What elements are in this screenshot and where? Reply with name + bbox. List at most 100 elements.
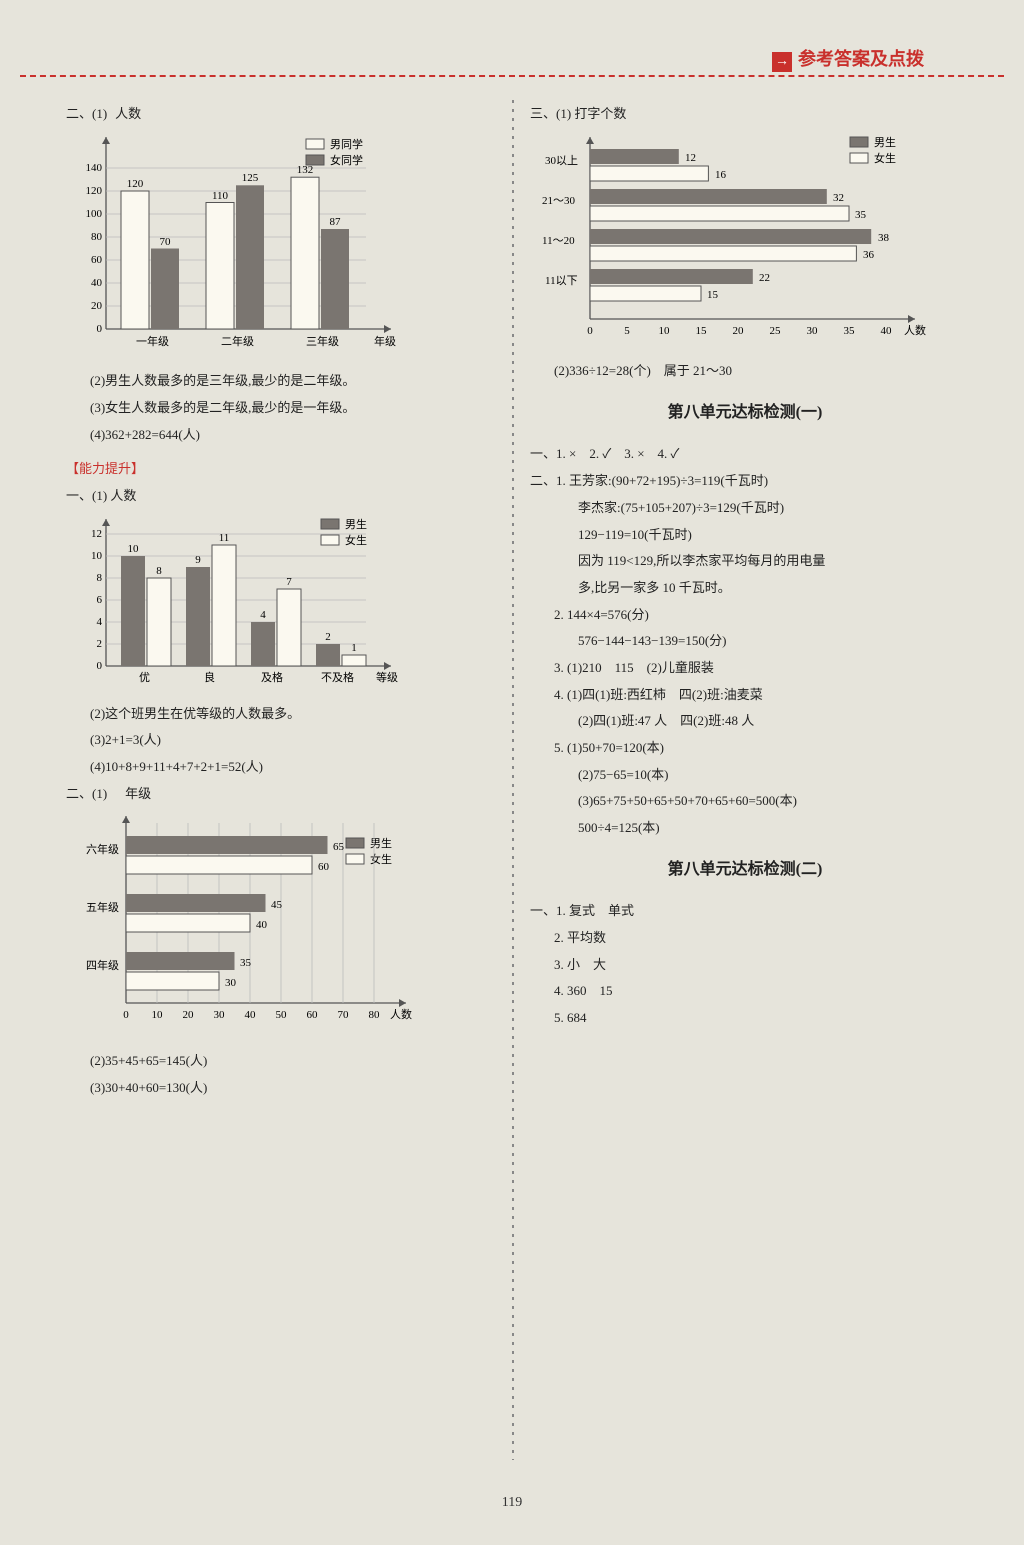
svg-text:20: 20 <box>91 300 103 312</box>
text: 一、1. 复式 单式 <box>530 899 960 924</box>
svg-text:120: 120 <box>86 185 103 197</box>
text: 3. (1)210 115 (2)儿童服装 <box>554 656 960 681</box>
svg-text:30: 30 <box>225 977 237 989</box>
svg-text:0: 0 <box>587 325 593 337</box>
page-header: → 参考答案及点拨 <box>772 42 924 76</box>
svg-text:20: 20 <box>183 1009 195 1021</box>
svg-text:22: 22 <box>759 272 770 284</box>
q1-1-label: 一、(1) 人数 <box>66 484 496 509</box>
svg-text:60: 60 <box>318 861 330 873</box>
svg-text:男生: 男生 <box>370 836 392 850</box>
svg-text:60: 60 <box>91 254 103 266</box>
svg-text:87: 87 <box>330 216 342 228</box>
text: 多,比另一家多 10 千瓦时。 <box>578 576 960 601</box>
svg-text:优: 优 <box>139 671 150 684</box>
text: (3)2+1=3(人) <box>90 728 496 753</box>
svg-text:男生: 男生 <box>874 135 896 149</box>
svg-text:15: 15 <box>707 289 719 301</box>
text: (3)30+40+60=130(人) <box>90 1076 496 1101</box>
svg-text:100: 100 <box>86 208 103 220</box>
svg-text:16: 16 <box>715 169 727 181</box>
svg-text:40: 40 <box>245 1009 257 1021</box>
section2-title: 第八单元达标检测(二) <box>530 855 960 885</box>
svg-text:12: 12 <box>685 152 696 164</box>
text: 李杰家:(75+105+207)÷3=129(千瓦时) <box>578 496 960 521</box>
q2b-1-label: 二、(1)年级 <box>66 782 496 807</box>
text: 2. 144×4=576(分) <box>554 603 960 628</box>
svg-text:女生: 女生 <box>370 852 392 866</box>
svg-text:0: 0 <box>97 660 103 672</box>
svg-text:32: 32 <box>833 192 844 204</box>
text: 2. 平均数 <box>554 926 960 951</box>
text: (4)10+8+9+11+4+7+2+1=52(人) <box>90 755 496 780</box>
svg-text:40: 40 <box>91 277 103 289</box>
section1-title: 第八单元达标检测(一) <box>530 398 960 428</box>
svg-text:10: 10 <box>152 1009 164 1021</box>
svg-text:38: 38 <box>878 232 890 244</box>
svg-text:及格: 及格 <box>261 670 283 684</box>
svg-text:男同学: 男同学 <box>330 137 363 151</box>
svg-text:8: 8 <box>156 565 162 577</box>
svg-text:36: 36 <box>863 249 875 261</box>
svg-text:等级: 等级 <box>376 670 398 684</box>
svg-text:45: 45 <box>271 899 283 911</box>
svg-text:30以上: 30以上 <box>545 154 578 167</box>
svg-text:30: 30 <box>214 1009 226 1021</box>
column-divider <box>512 100 514 1460</box>
svg-text:女同学: 女同学 <box>330 153 363 167</box>
q3-1-label: 三、(1) 打字个数 <box>530 102 960 127</box>
svg-text:4: 4 <box>260 609 266 621</box>
chart2: 男生 女生 0 2 4 6 8 10 12 10 8 优 9 11 良 4 7 … <box>66 511 416 691</box>
text: 因为 119<129,所以李杰家平均每月的用电量 <box>578 549 960 574</box>
text: (2)四(1)班:47 人 四(2)班:48 人 <box>578 709 960 734</box>
text: (2)这个班男生在优等级的人数最多。 <box>90 702 496 727</box>
svg-text:40: 40 <box>881 325 893 337</box>
svg-text:35: 35 <box>855 209 867 221</box>
text: (3)女生人数最多的是二年级,最少的是一年级。 <box>90 396 496 421</box>
svg-text:125: 125 <box>242 172 259 184</box>
svg-text:1: 1 <box>351 642 357 654</box>
svg-text:9: 9 <box>195 554 201 566</box>
text: (2)75−65=10(本) <box>578 763 960 788</box>
svg-text:6: 6 <box>97 594 103 606</box>
svg-text:11以下: 11以下 <box>545 275 578 287</box>
svg-text:8: 8 <box>97 572 103 584</box>
svg-text:80: 80 <box>369 1009 381 1021</box>
svg-text:人数: 人数 <box>390 1008 412 1021</box>
svg-text:35: 35 <box>844 325 856 337</box>
text: 576−144−143−139=150(分) <box>578 629 960 654</box>
svg-text:35: 35 <box>240 957 252 969</box>
svg-text:年级: 年级 <box>374 334 396 348</box>
text: (4)362+282=644(人) <box>90 423 496 448</box>
svg-text:120: 120 <box>127 178 144 190</box>
skill-heading: 【能力提升】 <box>66 457 496 482</box>
text: 4. 360 15 <box>554 979 960 1004</box>
header-title: 参考答案及点拨 <box>798 49 924 69</box>
svg-text:7: 7 <box>286 576 292 588</box>
svg-text:良: 良 <box>204 670 215 684</box>
text: 4. (1)四(1)班:西红柿 四(2)班:油麦菜 <box>554 683 960 708</box>
svg-text:不及格: 不及格 <box>321 670 354 684</box>
arrow-icon: → <box>772 52 792 72</box>
svg-text:四年级: 四年级 <box>86 958 119 972</box>
svg-text:二年级: 二年级 <box>221 334 254 348</box>
text: 5. 684 <box>554 1006 960 1031</box>
text: 5. (1)50+70=120(本) <box>554 736 960 761</box>
svg-text:65: 65 <box>333 841 345 853</box>
page-number: 119 <box>0 1490 1024 1517</box>
text: 129−119=10(千瓦时) <box>578 523 960 548</box>
text: 一、1. × 2. ✓ 3. × 4. ✓ <box>530 442 960 467</box>
svg-text:12: 12 <box>91 528 102 540</box>
text: 500÷4=125(本) <box>578 816 960 841</box>
svg-text:三年级: 三年级 <box>306 334 339 348</box>
svg-text:0: 0 <box>97 323 103 335</box>
svg-text:25: 25 <box>770 325 782 337</box>
svg-text:2: 2 <box>97 638 103 650</box>
svg-text:五年级: 五年级 <box>86 900 119 914</box>
svg-text:30: 30 <box>807 325 819 337</box>
svg-text:4: 4 <box>97 616 103 628</box>
svg-text:132: 132 <box>297 164 314 176</box>
svg-text:50: 50 <box>276 1009 288 1021</box>
text: 3. 小 大 <box>554 953 960 978</box>
svg-text:10: 10 <box>91 550 103 562</box>
